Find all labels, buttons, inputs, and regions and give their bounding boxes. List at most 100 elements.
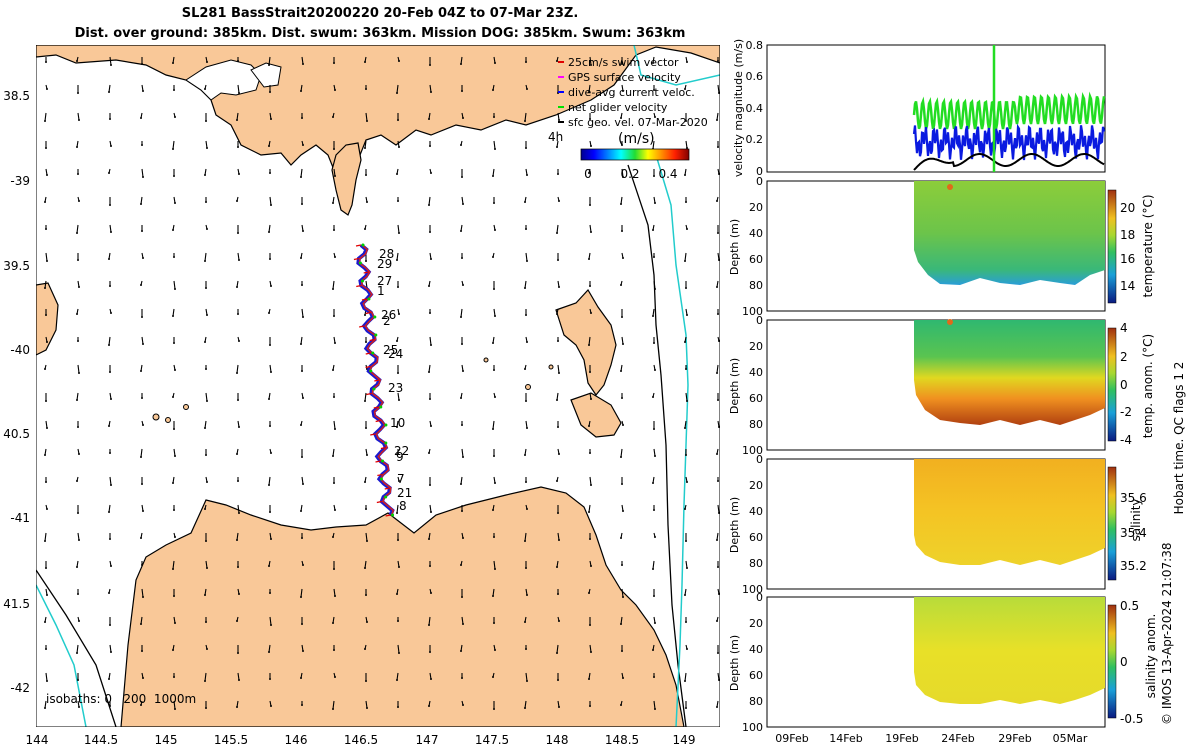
net-glider-velocity-line <box>912 91 1106 130</box>
depth-tick-label: 60 <box>749 669 763 682</box>
depth-tick-label: 80 <box>749 418 763 431</box>
depth-tick-label: 100 <box>742 583 763 596</box>
track-day-label: 2 <box>383 314 391 328</box>
lat-tick-label: -39 <box>10 174 30 188</box>
svg-text:25cm/s swim vector: 25cm/s swim vector <box>568 56 679 69</box>
sal-anom-label: salinity anom. <box>1144 614 1158 699</box>
legend-item-net-glider: net glider velocity <box>558 101 668 114</box>
lon-tick-label: 145 <box>155 733 178 747</box>
sfc-geo-velocity-line <box>913 153 1105 171</box>
depth-tick-label: 80 <box>749 279 763 292</box>
figure-title-line1: SL281 BassStrait20200220 20-Feb 04Z to 0… <box>181 6 579 21</box>
depth-tick-label: 20 <box>749 340 763 353</box>
depth-tick-label: 40 <box>749 643 763 656</box>
temperature-panel <box>766 180 1117 312</box>
depth-tick-label: 0 <box>756 591 763 604</box>
svg-text:GPS surface velocity: GPS surface velocity <box>568 71 681 84</box>
current-arrows <box>44 56 720 710</box>
track-day-label: 26 <box>381 308 396 322</box>
land-king-island <box>36 282 59 356</box>
svg-text:35.2: 35.2 <box>1120 559 1147 573</box>
svg-text:-4: -4 <box>1120 433 1132 447</box>
timeseries-panels: 0.8 0.6 0.4 0.2 0 velocity magnitude (m/… <box>728 39 1186 745</box>
glider-track <box>353 243 395 517</box>
sal-anom-colorbar <box>1107 604 1117 719</box>
svg-text:2: 2 <box>1120 350 1128 364</box>
depth-ylabel: Depth (m) <box>728 635 741 691</box>
svg-text:20: 20 <box>1120 201 1135 215</box>
svg-text:-2: -2 <box>1120 405 1132 419</box>
track-day-label: 21 <box>397 486 412 500</box>
lon-tick-label: 144 <box>26 733 49 747</box>
lat-tick-label: -41 <box>10 511 30 525</box>
figure-title-line2: Dist. over ground: 385km. Dist. swum: 36… <box>74 26 686 41</box>
velocity-panel: 0.8 0.6 0.4 0.2 0 velocity magnitude (m/… <box>732 39 1106 178</box>
svg-text:0.4: 0.4 <box>746 102 764 115</box>
svg-text:4: 4 <box>1120 321 1128 335</box>
depth-tick-label: 100 <box>742 444 763 457</box>
track-day-label: 22 <box>394 444 409 458</box>
track-day-label: 10 <box>390 416 405 430</box>
track-day-label: 27 <box>377 274 392 288</box>
svg-text:0.2: 0.2 <box>620 167 639 181</box>
legend-item-gps: GPS surface velocity <box>558 71 681 84</box>
temperature-colorbar <box>1107 189 1117 304</box>
svg-text:09Feb: 09Feb <box>775 732 808 745</box>
svg-text:sfc geo. vel. 07-Mar-2020: sfc geo. vel. 07-Mar-2020 <box>568 116 708 129</box>
lon-tick-label: 144.5 <box>84 733 118 747</box>
svg-text:05Mar: 05Mar <box>1053 732 1088 745</box>
legend-item-dive-avg: dive-avg current veloc. <box>558 86 695 99</box>
land-wilsons-promontory <box>331 142 362 216</box>
land-flinders-island <box>555 288 617 397</box>
svg-text:18: 18 <box>1120 228 1135 242</box>
land-cape-barren-island <box>570 392 622 438</box>
svg-text:35.4: 35.4 <box>1120 526 1147 540</box>
depth-tick-label: 60 <box>749 531 763 544</box>
svg-text:14: 14 <box>1120 279 1135 293</box>
lat-tick-label: -42 <box>10 681 30 695</box>
svg-text:14Feb: 14Feb <box>829 732 862 745</box>
svg-text:dive-avg current veloc.: dive-avg current veloc. <box>568 86 695 99</box>
isobath-label: isobaths: 0 200 1000m <box>46 692 196 706</box>
lon-tick-label: 146.5 <box>344 733 378 747</box>
salinity-panel <box>766 458 1117 590</box>
svg-text:0: 0 <box>584 167 592 181</box>
lon-tick-label: 147.5 <box>475 733 509 747</box>
lat-tick-label: 40.5 <box>3 427 30 441</box>
temp-anom-colorbar <box>1107 327 1117 442</box>
lon-tick-label: 148 <box>546 733 569 747</box>
speed-colorbar <box>580 148 690 161</box>
depth-tick-label: 60 <box>749 392 763 405</box>
lon-tick-label: 147 <box>416 733 439 747</box>
svg-text:0: 0 <box>1120 655 1128 669</box>
svg-text:0.5: 0.5 <box>1120 599 1139 613</box>
svg-text:35.6: 35.6 <box>1120 491 1147 505</box>
track-day-label: 7 <box>397 472 405 486</box>
temperature-label: temperature (°C) <box>1141 195 1155 298</box>
salinity-label: salinity <box>1129 498 1143 541</box>
dive-avg-velocity-line <box>912 123 1106 161</box>
track-day-label: 29 <box>377 257 392 271</box>
legend-item-swim: 25cm/s swim vector <box>558 56 679 69</box>
sal-anom-panel <box>766 596 1117 728</box>
svg-text:24Feb: 24Feb <box>941 732 974 745</box>
port-phillip-bay <box>185 59 262 101</box>
track-day-label: 1 <box>377 284 385 298</box>
lat-tick-label: 41.5 <box>3 597 30 611</box>
track-day-label: 23 <box>388 381 403 395</box>
track-day-label: 28 <box>379 247 394 261</box>
svg-text:0.4: 0.4 <box>658 167 677 181</box>
depth-tick-label: 80 <box>749 557 763 570</box>
lat-tick-label: 39.5 <box>3 259 30 273</box>
track-day-label: 9 <box>396 450 404 464</box>
depth-tick-label: 40 <box>749 366 763 379</box>
svg-text:0: 0 <box>1120 378 1128 392</box>
qc-label: Hobart time. QC flags 1 2 <box>1172 362 1186 515</box>
depth-tick-label: 20 <box>749 617 763 630</box>
lon-tick-label: 145.5 <box>214 733 248 747</box>
depth-ylabel: Depth (m) <box>728 358 741 414</box>
lon-tick-label: 146 <box>285 733 308 747</box>
lat-tick-label: -40 <box>10 343 30 357</box>
